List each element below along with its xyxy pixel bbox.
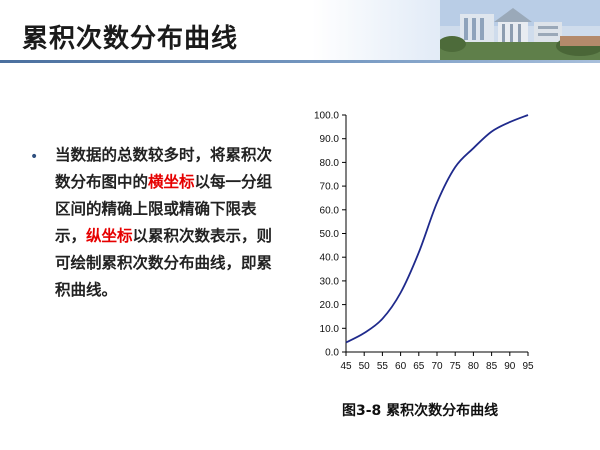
body-text-part3: 以累积次数表示，则可绘制累积次数分布曲线，即累积曲线。 bbox=[55, 227, 273, 299]
x-tick-label: 70 bbox=[431, 361, 443, 372]
y-tick-label: 90.0 bbox=[320, 134, 340, 145]
header-divider bbox=[0, 60, 600, 63]
bullet-marker: • bbox=[30, 149, 39, 165]
x-tick-label: 90 bbox=[504, 361, 516, 372]
campus-photo bbox=[440, 0, 600, 60]
x-tick-label: 95 bbox=[522, 361, 534, 372]
figure-caption: 图3-8 累积次数分布曲线 bbox=[342, 403, 499, 419]
highlight-y-axis: 纵坐标 bbox=[86, 227, 133, 245]
y-tick-label: 20.0 bbox=[320, 300, 340, 311]
y-tick-label: 60.0 bbox=[320, 205, 340, 216]
y-tick-label: 80.0 bbox=[320, 158, 340, 169]
x-tick-label: 75 bbox=[450, 361, 462, 372]
x-tick-label: 65 bbox=[413, 361, 425, 372]
slide-title: 累积次数分布曲线 bbox=[22, 24, 239, 54]
body-text-part1: 当数据的总数较多时，将累积次数分布图中的 bbox=[55, 146, 273, 191]
chart-svg: 0.0 10.0 20.0 30.0 40.0 50.0 60.0 70.0 80.0 90.0 1… bbox=[314, 111, 534, 373]
y-tick-label: 30.0 bbox=[320, 276, 340, 287]
y-tick-label: 10.0 bbox=[320, 324, 340, 335]
bullet-text: 当数据的总数较多时，将累积次数分布图中的横坐标以每一分组区间的精确上限或精确下限… bbox=[55, 142, 285, 304]
x-tick-label: 80 bbox=[468, 361, 480, 372]
y-tick-label: 40.0 bbox=[320, 253, 340, 264]
y-tick-label: 100.0 bbox=[314, 111, 339, 122]
x-tick-label: 45 bbox=[340, 361, 352, 372]
y-tick-label: 50.0 bbox=[320, 229, 340, 240]
x-tick-label: 85 bbox=[486, 361, 498, 372]
cumulative-frequency-chart: 0.0 10.0 20.0 30.0 40.0 50.0 60.0 70.0 80.0 90.0 1… bbox=[300, 100, 540, 384]
highlight-x-axis: 横坐标 bbox=[148, 173, 195, 191]
x-tick-label: 60 bbox=[395, 361, 407, 372]
body-text-part2: 以每一分组区间的精确上限或精确下限表示， bbox=[55, 173, 273, 245]
y-tick-label: 0.0 bbox=[325, 348, 339, 359]
x-tick-label: 55 bbox=[377, 361, 389, 372]
x-tick-label: 50 bbox=[359, 361, 371, 372]
cumulative-curve-line bbox=[345, 114, 529, 344]
y-tick-label: 70.0 bbox=[320, 182, 340, 193]
